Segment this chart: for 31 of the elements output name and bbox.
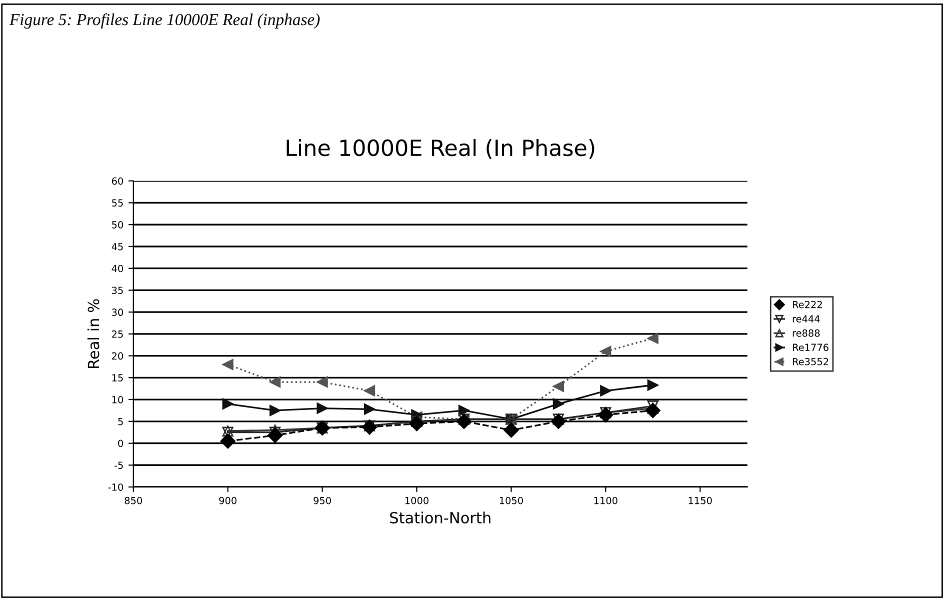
x-tick-label: 1050	[500, 496, 523, 504]
y-tick-label: 45	[112, 243, 123, 250]
legend-label: Re3552	[792, 358, 828, 366]
y-tick-label: 60	[112, 177, 124, 185]
y-tick-label: 10	[112, 396, 124, 404]
y-tick-label: 25	[112, 330, 123, 338]
y-tick-label: 30	[112, 308, 124, 316]
y-tick-label: 0	[118, 440, 124, 448]
x-axis-title: Station-North	[390, 512, 490, 524]
caption: Figure 5: Profiles Line 10000E Real (inphase)	[9, 13, 320, 29]
y-tick-label: -10	[108, 483, 124, 491]
x-tick-label: 900	[219, 496, 236, 504]
chart-title: Line 10000E Real (In Phase)	[286, 139, 594, 159]
y-tick-label: 15	[112, 374, 123, 382]
x-tick-label: 1100	[594, 496, 618, 504]
x-tick-label: 950	[314, 496, 331, 504]
y-tick-label: 5	[118, 418, 123, 426]
y-axis-title: Real in %	[87, 299, 100, 368]
x-tick-label: 1000	[405, 496, 428, 504]
y-tick-label: 55	[112, 199, 123, 207]
y-tick-label: 20	[112, 352, 124, 360]
legend-label: Re222	[792, 300, 822, 308]
y-tick-label: -5	[114, 462, 123, 469]
y-tick-label: 40	[112, 264, 124, 272]
x-tick-label: 1150	[688, 496, 712, 504]
legend-label: Re1776	[792, 344, 828, 352]
y-tick-label: 35	[112, 286, 123, 294]
x-tick-label: 850	[124, 496, 142, 504]
legend-label: re888	[792, 329, 820, 337]
legend-label: re444	[792, 315, 820, 322]
y-tick-label: 50	[112, 221, 124, 228]
